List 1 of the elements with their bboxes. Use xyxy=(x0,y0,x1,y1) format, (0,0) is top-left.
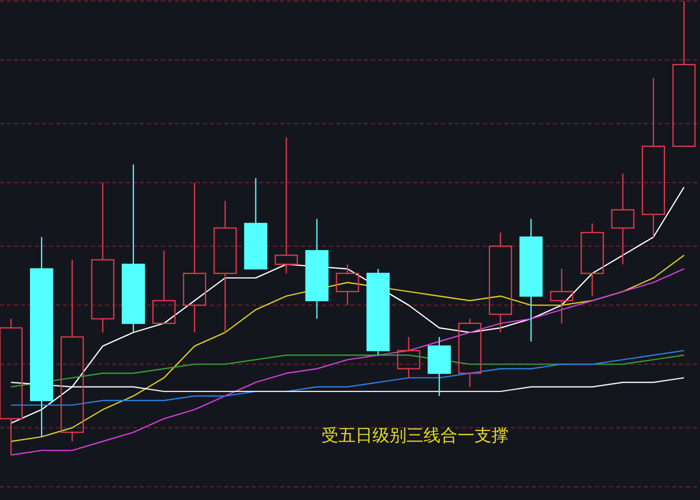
annotation: 受五日级别三线合一支撑 xyxy=(322,426,508,446)
